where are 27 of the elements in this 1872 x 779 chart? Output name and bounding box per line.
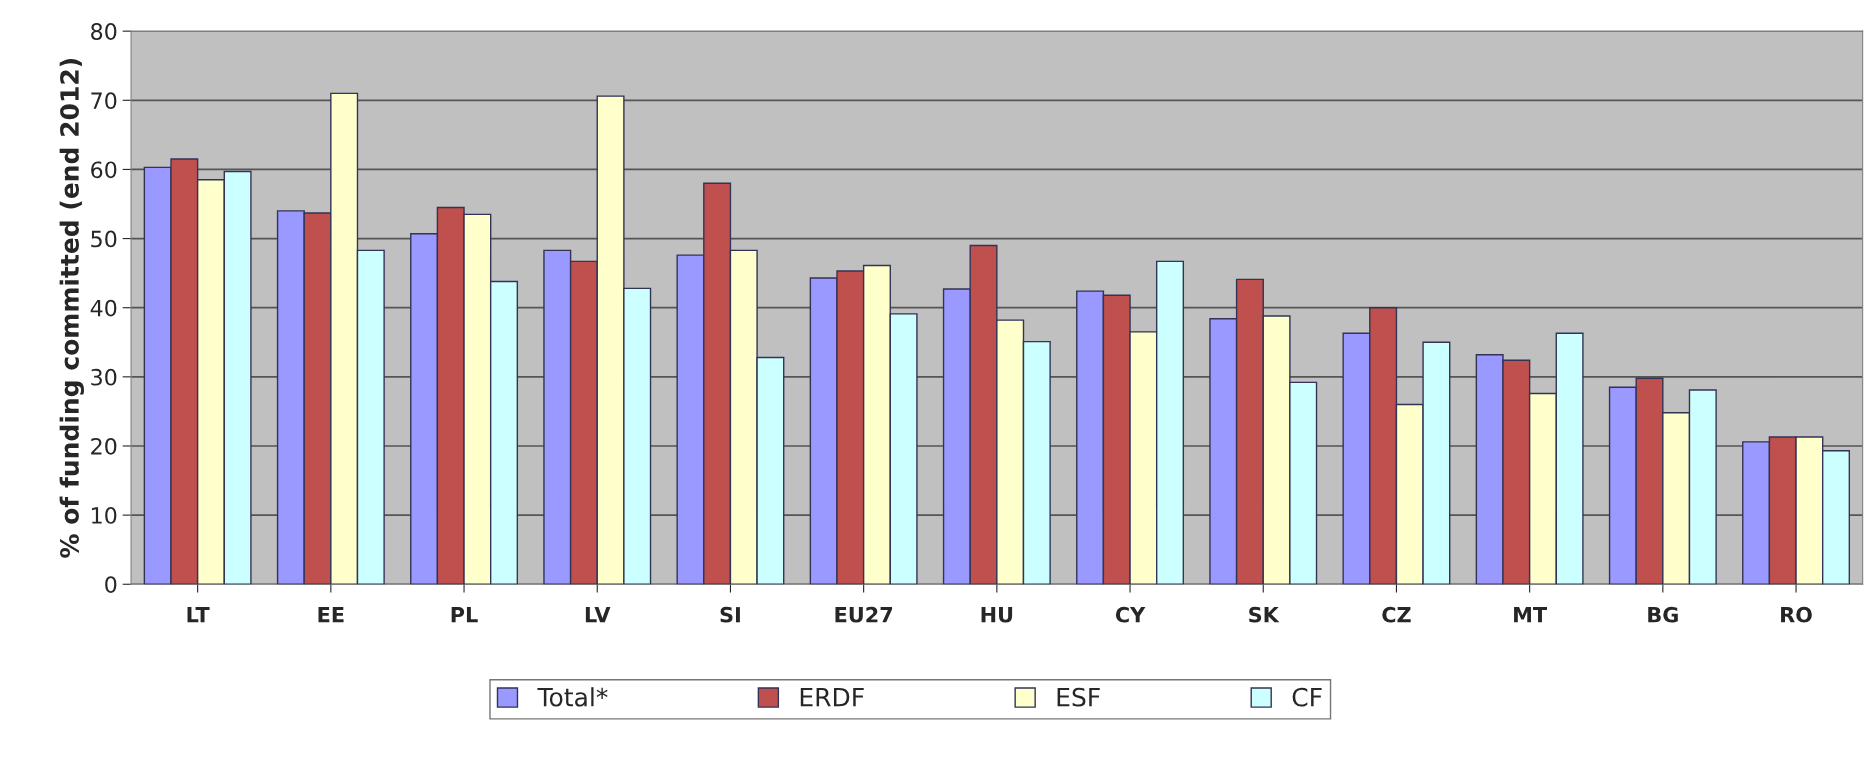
x-tick-label: MT bbox=[1514, 607, 1547, 623]
y-tick-label: 30 bbox=[91, 368, 117, 386]
x-tick-label: EE bbox=[318, 607, 344, 623]
y-axis-title: % of funding committed (end 2012) bbox=[59, 58, 85, 558]
x-tick-label: SI bbox=[720, 606, 740, 623]
y-tick-label: 50 bbox=[91, 230, 117, 248]
x-tick-label: LT bbox=[187, 607, 210, 623]
x-tick-label: SK bbox=[1249, 606, 1280, 623]
y-tick-label: 80 bbox=[91, 23, 117, 40]
x-tick-label: RO bbox=[1781, 606, 1812, 623]
y-tick-label: 0 bbox=[105, 576, 117, 594]
legend-label: CF bbox=[1292, 687, 1322, 707]
legend-label: ESF bbox=[1057, 687, 1100, 707]
x-tick-label: LV bbox=[585, 607, 611, 623]
y-tick-label: 10 bbox=[92, 507, 117, 524]
x-tick-label: HU bbox=[981, 607, 1013, 623]
x-tick-label: CY bbox=[1115, 606, 1146, 623]
legend-label: Total* bbox=[537, 687, 608, 707]
x-tick-label: CZ bbox=[1382, 606, 1411, 623]
x-tick-label: EU27 bbox=[835, 606, 893, 623]
y-tick-label: 60 bbox=[91, 161, 117, 179]
y-tick-label: 40 bbox=[90, 299, 117, 317]
x-tick-label: BG bbox=[1648, 606, 1678, 623]
x-tick-label: PL bbox=[451, 607, 478, 623]
y-tick-label: 70 bbox=[91, 92, 117, 110]
legend-label: ERDF bbox=[800, 687, 864, 707]
y-tick-label: 20 bbox=[91, 437, 117, 455]
